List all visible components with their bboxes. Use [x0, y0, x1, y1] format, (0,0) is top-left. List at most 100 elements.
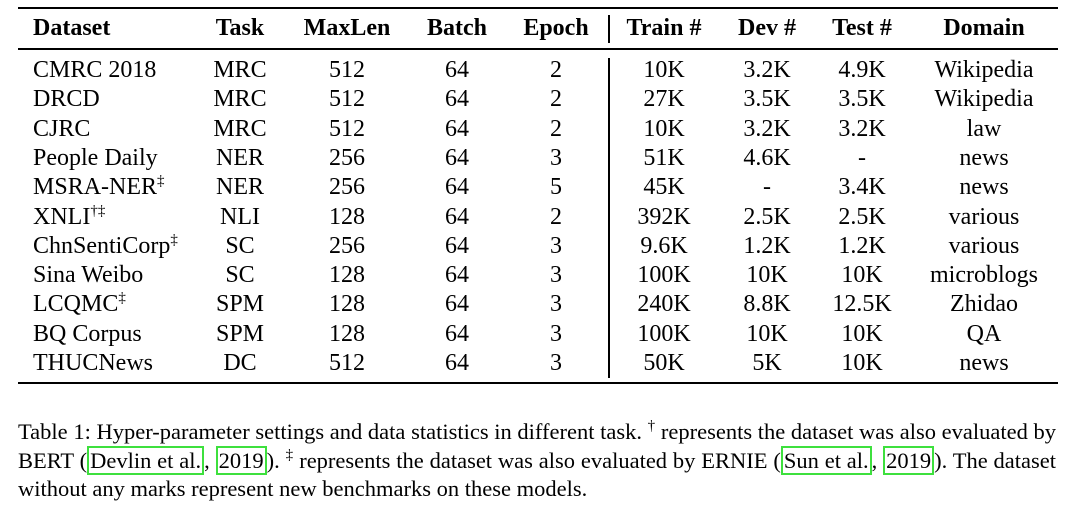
caption-text: represents the dataset was also evaluate… [293, 447, 781, 473]
cell: 1.2K [838, 232, 886, 259]
cell: 3 [550, 144, 562, 171]
cell: 392K [637, 203, 691, 230]
cell: 3 [550, 291, 562, 318]
header-cell: Dev # [738, 15, 796, 41]
divider [608, 58, 610, 378]
citation: 2019 [215, 445, 267, 475]
cell: 64 [445, 350, 469, 376]
cell: 3.2K [838, 115, 886, 142]
top-rule [18, 7, 1058, 9]
cell: - [858, 144, 866, 171]
cell: SPM [215, 320, 265, 347]
cell: BQ Corpus [33, 320, 142, 347]
cell: CMRC 2018 [33, 57, 157, 83]
cell: Zhidao [950, 291, 1018, 318]
caption-text: ). The dataset without any marks represe… [18, 447, 1057, 502]
cell: 3.4K [838, 174, 886, 201]
cell: 10K [746, 262, 788, 289]
cell: NER [216, 174, 264, 201]
cell: CJRC [33, 115, 91, 142]
cell: 128 [329, 203, 365, 230]
cell-text: ChnSentiCorp [33, 232, 171, 259]
cell: 64 [445, 291, 469, 318]
cell: Wikipedia [934, 57, 1034, 83]
cell: 9.6K [640, 232, 688, 259]
cell: 3 [550, 350, 562, 376]
cell: microblogs [930, 262, 1038, 289]
caption-text: ). [266, 447, 286, 473]
cell: - [763, 174, 771, 201]
cell: 10K [841, 320, 883, 347]
bottom-rule [18, 382, 1058, 384]
header-cell: Domain [943, 15, 1025, 41]
cell: 2 [550, 86, 562, 113]
cell: SC [225, 232, 255, 259]
cell: DC [223, 350, 257, 376]
cell: 3.5K [838, 86, 886, 113]
mid-rule [18, 48, 1058, 50]
citation: Devlin et al. [87, 445, 205, 475]
cell: MSRA-NER‡ [33, 173, 165, 201]
cell: 10K [746, 320, 788, 347]
caption-text: , [204, 447, 216, 473]
cell: 3.2K [743, 115, 791, 142]
cell-text: MSRA-NER [33, 174, 158, 201]
cell: 4.9K [838, 57, 886, 83]
cell: 50K [643, 350, 685, 376]
cell: 512 [329, 350, 365, 376]
cell: 10K [841, 262, 883, 289]
cell: 2 [550, 203, 562, 230]
cell: 51K [643, 144, 685, 171]
cell: 2.5K [838, 203, 886, 230]
cell: 3.2K [743, 57, 791, 83]
cell: 64 [445, 144, 469, 171]
header-cell: Dataset [33, 15, 111, 41]
cell: 64 [445, 86, 469, 113]
footnote-mark: ‡ [157, 173, 165, 190]
cell-text: LCQMC [33, 291, 119, 318]
header-cell: MaxLen [303, 15, 391, 41]
cell: news [959, 174, 1009, 201]
header-cell: Task [215, 15, 265, 41]
cell: 64 [445, 262, 469, 289]
cell: 5 [550, 174, 562, 201]
cell: 64 [445, 57, 469, 83]
cell: Sina Weibo [33, 262, 144, 289]
caption-text: , [871, 447, 884, 473]
cell: XNLI†‡ [33, 203, 105, 231]
caption: Table 1: Hyper-parameter settings and da… [18, 418, 1056, 504]
cell: 240K [637, 291, 691, 318]
cell: People Daily [33, 144, 158, 171]
cell: NLI [220, 203, 260, 230]
cell: 3 [550, 320, 562, 347]
cell: NER [216, 144, 264, 171]
cell: 64 [445, 115, 469, 142]
cell: SPM [215, 291, 265, 318]
footnote-mark: † [647, 418, 656, 434]
cell: MRC [213, 57, 267, 83]
header-cell: Epoch [523, 15, 589, 41]
cell: 256 [329, 174, 365, 201]
cell: 2.5K [743, 203, 791, 230]
cell: 64 [445, 232, 469, 259]
cell: MRC [213, 86, 267, 113]
cell: 64 [445, 320, 469, 347]
cell: 3 [550, 232, 562, 259]
cell: 10K [841, 350, 883, 376]
cell: 64 [445, 174, 469, 201]
cell: 512 [329, 86, 365, 113]
cell: 12.5K [832, 291, 892, 318]
cell: 128 [329, 262, 365, 289]
cell: 256 [329, 144, 365, 171]
cell: 128 [329, 320, 365, 347]
cell: 100K [637, 320, 691, 347]
cell: 45K [643, 174, 685, 201]
cell: DRCD [33, 86, 100, 113]
cell: SC [225, 262, 255, 289]
cell: 5K [752, 350, 782, 376]
cell: 2 [550, 115, 562, 142]
cell: LCQMC‡ [33, 290, 126, 318]
cell: 128 [329, 291, 365, 318]
footnote-mark: ‡ [170, 231, 178, 248]
